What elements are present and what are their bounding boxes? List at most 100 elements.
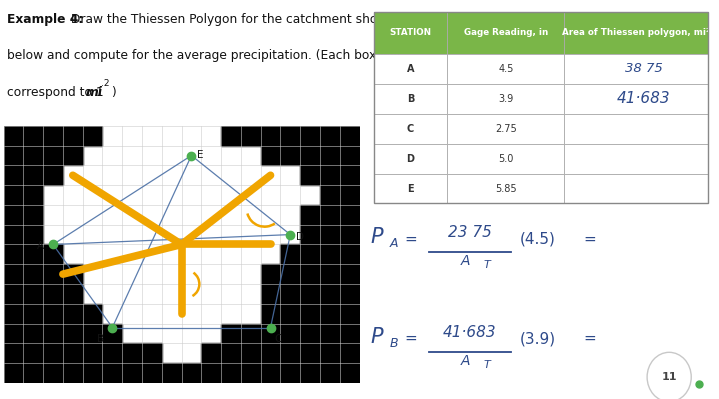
Bar	[320, 343, 339, 363]
Bar	[564, 174, 708, 203]
Text: ): )	[111, 86, 116, 99]
Bar	[83, 126, 102, 146]
Bar	[260, 146, 280, 166]
Bar	[339, 166, 360, 185]
Bar	[4, 146, 23, 166]
Bar	[301, 225, 320, 245]
Bar	[447, 84, 564, 114]
Bar	[260, 304, 280, 324]
Text: B: B	[96, 334, 104, 344]
Bar	[564, 12, 708, 54]
Text: A: A	[390, 237, 398, 251]
Bar	[23, 343, 43, 363]
Bar	[23, 185, 43, 205]
Text: D: D	[296, 231, 304, 241]
Bar	[43, 146, 63, 166]
Bar	[374, 144, 447, 174]
Text: 41·683: 41·683	[443, 325, 497, 340]
Bar	[339, 304, 360, 324]
Bar	[221, 343, 241, 363]
Bar	[339, 185, 360, 205]
Text: 23 75: 23 75	[448, 225, 492, 241]
Bar	[122, 343, 142, 363]
Bar	[260, 264, 280, 284]
Bar	[83, 363, 102, 383]
Text: E: E	[197, 150, 204, 160]
Text: 5.85: 5.85	[495, 184, 517, 194]
Bar	[63, 284, 83, 304]
Bar	[43, 284, 63, 304]
Bar	[280, 245, 300, 264]
Bar	[339, 343, 360, 363]
Bar	[83, 324, 102, 343]
Bar	[320, 363, 339, 383]
Bar	[320, 166, 339, 185]
Bar	[374, 12, 708, 203]
Text: Area of Thiessen polygon, mi²: Area of Thiessen polygon, mi²	[562, 28, 710, 38]
Bar	[23, 284, 43, 304]
Text: Gage Reading, in: Gage Reading, in	[464, 28, 548, 38]
Bar	[301, 264, 320, 284]
Text: 11: 11	[661, 372, 677, 382]
Bar	[280, 264, 300, 284]
Bar	[63, 304, 83, 324]
Bar	[564, 54, 708, 84]
Bar	[221, 363, 241, 383]
Text: =: =	[404, 331, 417, 346]
Bar	[301, 343, 320, 363]
Bar	[260, 363, 280, 383]
Bar	[301, 304, 320, 324]
Text: A: A	[461, 254, 470, 268]
Bar	[4, 324, 23, 343]
Bar	[339, 324, 360, 343]
Bar	[339, 225, 360, 245]
Text: A: A	[461, 354, 470, 368]
Bar	[142, 343, 162, 363]
Bar	[320, 284, 339, 304]
Bar	[280, 343, 300, 363]
Bar	[43, 126, 63, 146]
Bar	[83, 304, 102, 324]
Bar	[447, 12, 564, 54]
Bar	[43, 264, 63, 284]
Bar	[241, 363, 260, 383]
Bar	[301, 363, 320, 383]
Text: D: D	[406, 154, 415, 164]
Bar	[23, 146, 43, 166]
Bar	[320, 146, 339, 166]
Bar	[221, 324, 241, 343]
Bar	[4, 225, 23, 245]
Bar	[23, 166, 43, 185]
Bar	[339, 264, 360, 284]
Bar	[4, 205, 23, 225]
Bar	[181, 363, 201, 383]
Bar	[23, 363, 43, 383]
Bar	[374, 174, 447, 203]
Bar	[320, 245, 339, 264]
Bar	[260, 284, 280, 304]
Bar	[280, 146, 300, 166]
Bar	[320, 264, 339, 284]
Text: mi: mi	[86, 86, 103, 99]
Text: 2.75: 2.75	[495, 124, 517, 134]
Bar	[63, 343, 83, 363]
Bar	[102, 363, 122, 383]
Bar	[241, 324, 260, 343]
Bar	[4, 264, 23, 284]
Text: =: =	[404, 231, 417, 247]
Text: B: B	[407, 94, 414, 104]
Bar	[23, 245, 43, 264]
Bar	[4, 185, 23, 205]
Text: P: P	[370, 227, 383, 247]
Text: Draw the Thiessen Polygon for the catchment shown: Draw the Thiessen Polygon for the catchm…	[66, 13, 395, 26]
Text: A: A	[407, 64, 414, 74]
Bar	[23, 264, 43, 284]
Bar	[4, 245, 23, 264]
Bar	[23, 205, 43, 225]
Text: A: A	[37, 241, 45, 251]
Bar	[43, 304, 63, 324]
Bar	[4, 284, 23, 304]
Bar	[280, 363, 300, 383]
Text: STATION: STATION	[390, 28, 431, 38]
Bar	[320, 324, 339, 343]
